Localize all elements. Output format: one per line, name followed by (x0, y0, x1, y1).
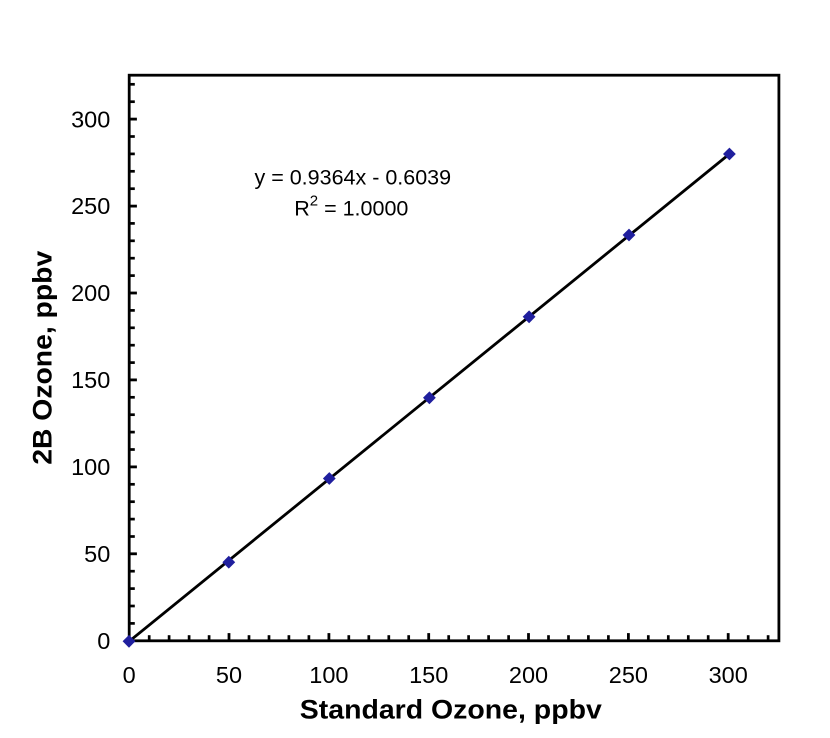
svg-text:150: 150 (71, 367, 110, 393)
svg-text:300: 300 (709, 662, 748, 688)
svg-text:250: 250 (71, 193, 110, 219)
svg-text:Standard Ozone, ppbv: Standard Ozone, ppbv (300, 695, 602, 725)
svg-text:0: 0 (123, 662, 136, 688)
svg-text:100: 100 (309, 662, 348, 688)
svg-text:50: 50 (216, 662, 242, 688)
svg-text:50: 50 (84, 541, 110, 567)
svg-text:200: 200 (71, 280, 110, 306)
svg-text:100: 100 (71, 454, 110, 480)
svg-text:2B Ozone, ppbv: 2B Ozone, ppbv (28, 251, 58, 465)
svg-text:R2 = 1.0000: R2 = 1.0000 (294, 193, 408, 221)
svg-text:0: 0 (97, 628, 110, 654)
svg-text:250: 250 (609, 662, 648, 688)
svg-text:y = 0.9364x - 0.6039: y = 0.9364x - 0.6039 (254, 166, 451, 190)
svg-text:150: 150 (409, 662, 448, 688)
svg-text:200: 200 (509, 662, 548, 688)
svg-text:300: 300 (71, 106, 110, 132)
